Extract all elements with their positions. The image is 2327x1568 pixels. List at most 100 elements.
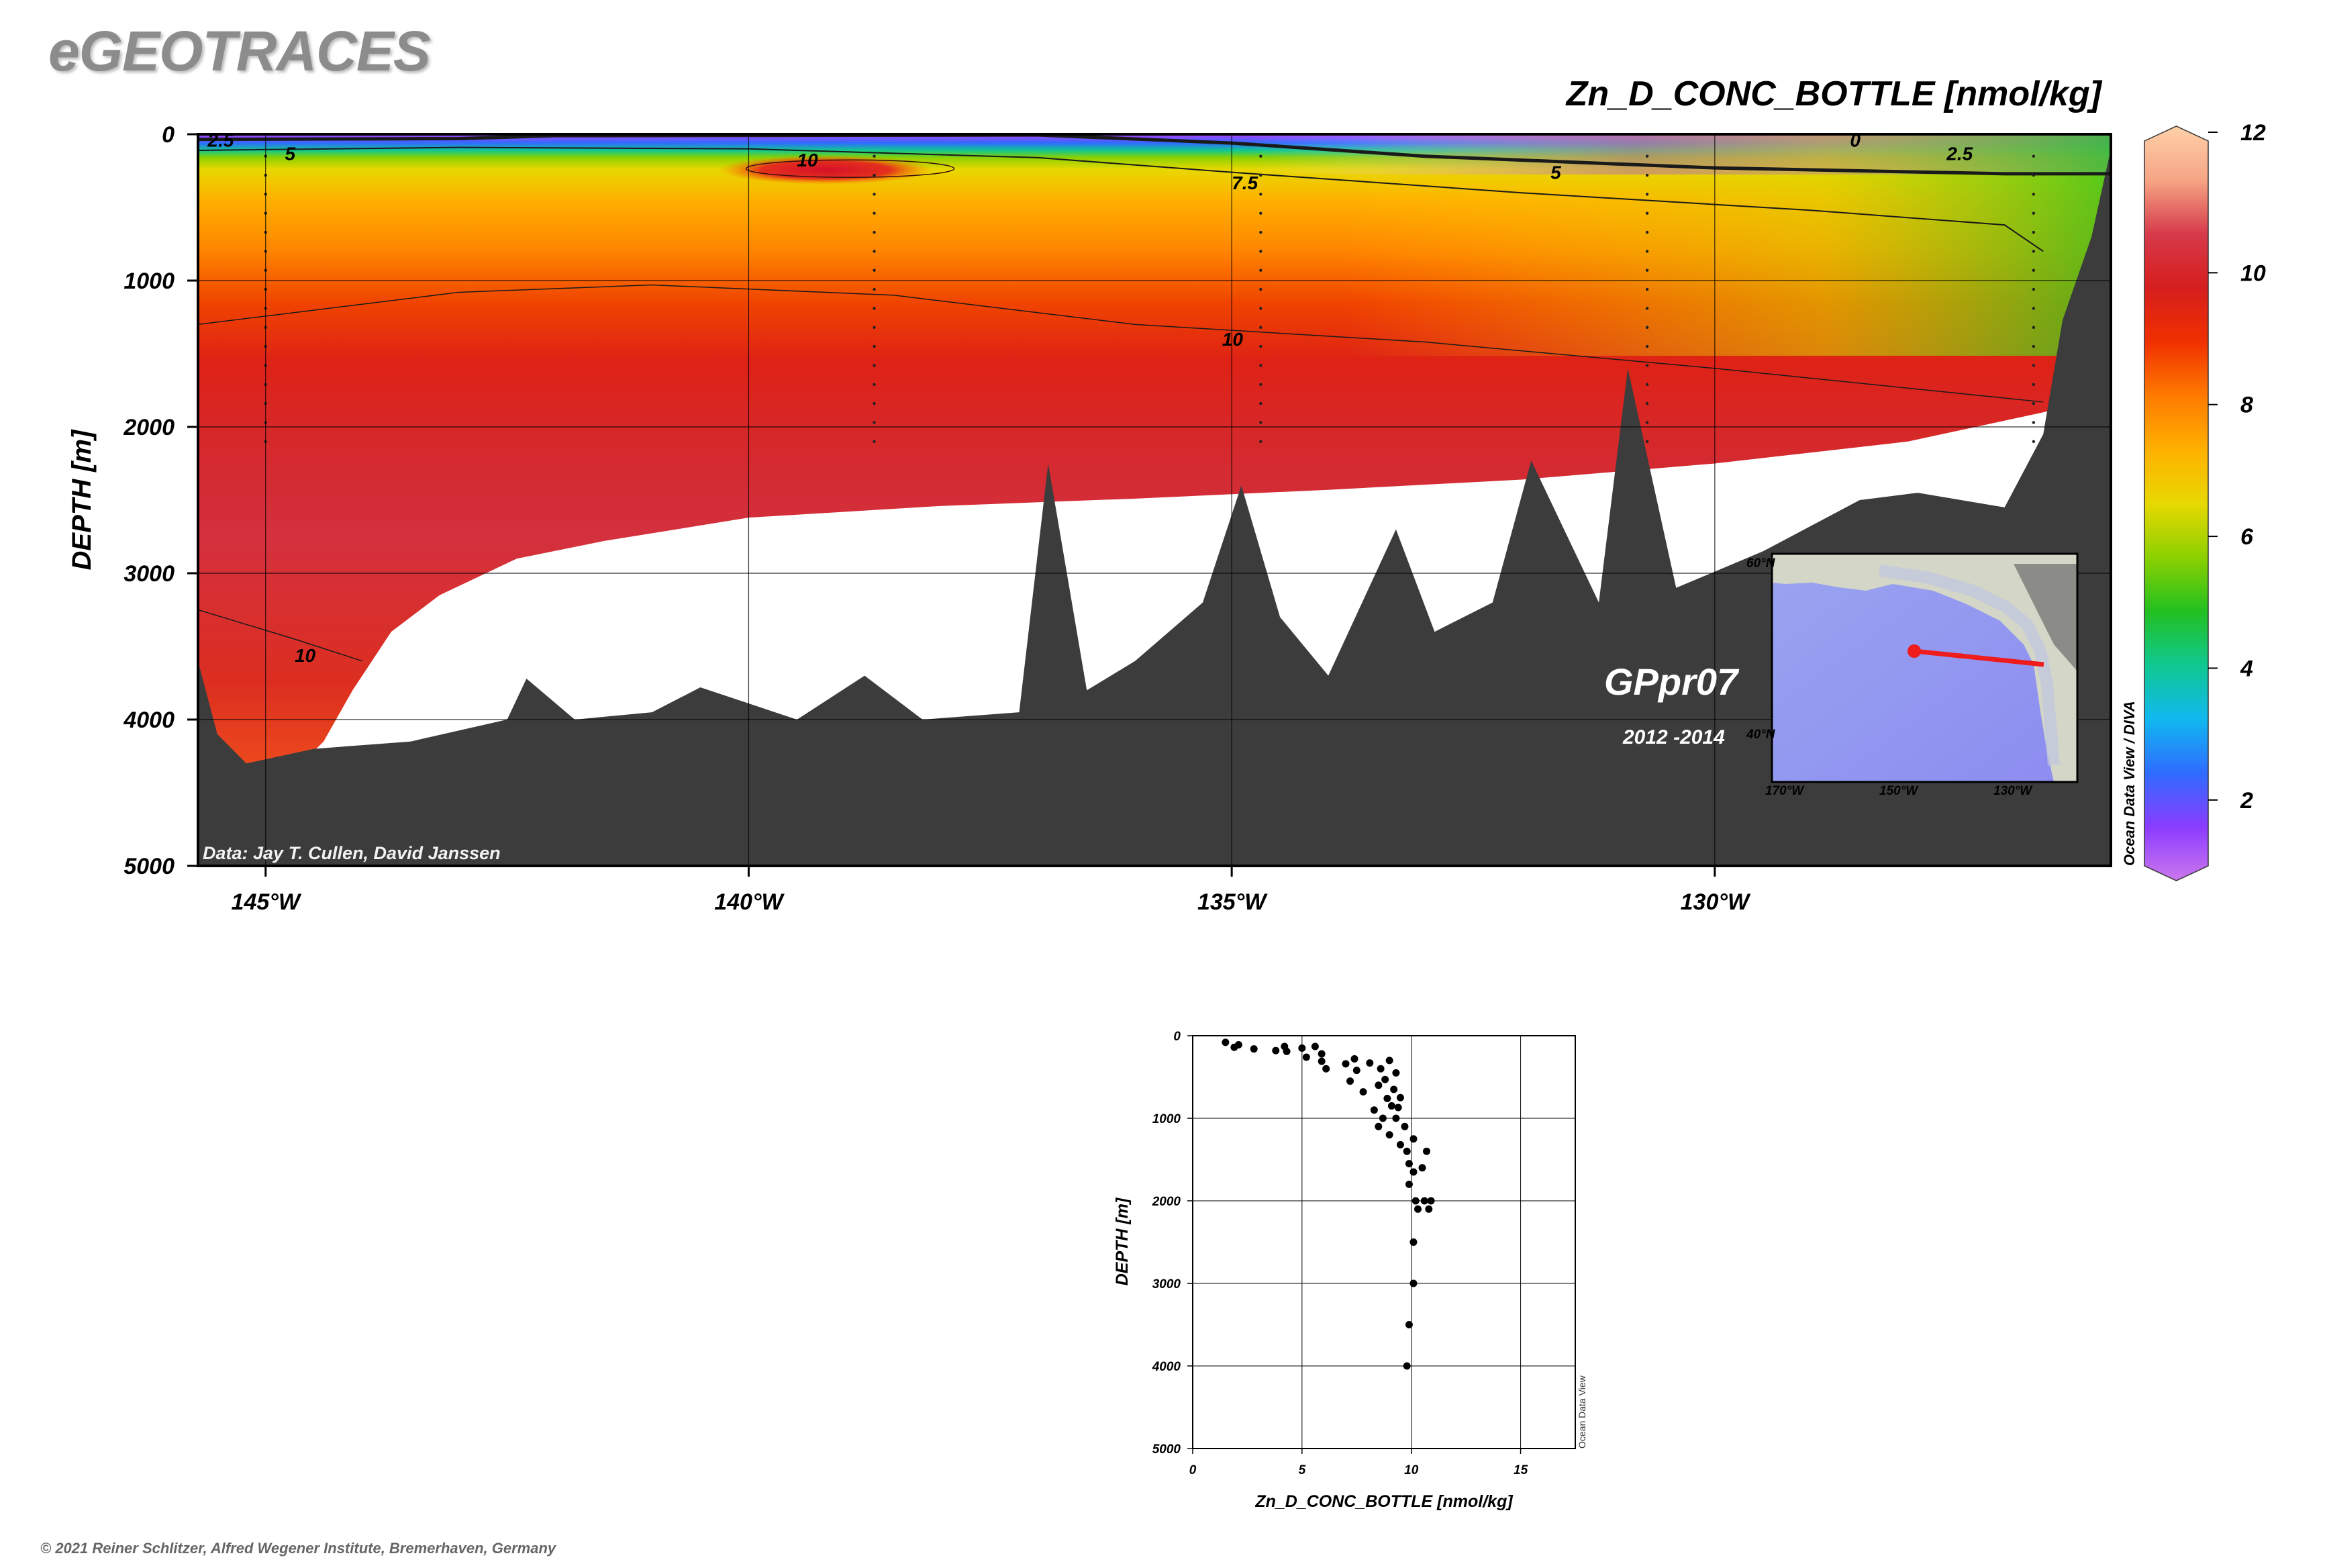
profile-data-point bbox=[1342, 1060, 1350, 1068]
contour-label: 10 bbox=[295, 645, 316, 666]
profile-data-point bbox=[1392, 1069, 1400, 1077]
station-dot bbox=[2032, 364, 2036, 367]
station-dot bbox=[873, 287, 876, 291]
station-dot bbox=[1645, 287, 1649, 291]
colorbar-tick-label: 12 bbox=[2240, 120, 2266, 146]
cruise-label: GPpr07 bbox=[1604, 660, 1740, 703]
odv-diva-credit: Ocean Data View / DIVA bbox=[2121, 701, 2138, 866]
profile-data-point bbox=[1403, 1362, 1411, 1370]
variable-title: Zn_D_CONC_BOTTLE [nmol/kg] bbox=[1566, 75, 2101, 113]
station-dot bbox=[1259, 383, 1262, 386]
profile-y-tick-label: 1000 bbox=[1152, 1112, 1181, 1126]
subsurface-maximum bbox=[718, 155, 933, 185]
station-dot bbox=[1259, 250, 1262, 253]
section-x-ticks: 145°W 140°W 135°W 130°W bbox=[232, 866, 1751, 915]
profile-data-point bbox=[1405, 1180, 1413, 1188]
station-dot bbox=[1259, 268, 1262, 272]
profile-data-point bbox=[1346, 1077, 1354, 1085]
profile-scatter-plot: 0 5 10 15 0 1000 2000 3000 4000 5000 DEPTH [m] Zn… bbox=[1113, 1030, 1587, 1511]
cruise-track-start bbox=[1908, 644, 1921, 658]
lat-label-60n: 60°N bbox=[1746, 556, 1776, 571]
station-dot bbox=[2032, 154, 2036, 158]
contour-label: 10 bbox=[1222, 329, 1244, 350]
profile-data-point bbox=[1390, 1085, 1398, 1093]
station-dot bbox=[1259, 401, 1262, 405]
contour-label: 2.5 bbox=[207, 130, 234, 151]
station-dot bbox=[1645, 440, 1649, 443]
profile-grid: 0 5 10 15 0 1000 2000 3000 4000 5000 bbox=[1152, 1030, 1575, 1477]
lon-label-130w: 130°W bbox=[1993, 784, 2033, 798]
station-dot bbox=[1645, 268, 1649, 272]
profile-x-tick-label: 5 bbox=[1299, 1463, 1306, 1477]
profile-data-point bbox=[1409, 1238, 1418, 1246]
lon-label-170w: 170°W bbox=[1765, 784, 1805, 798]
station-dot bbox=[2032, 250, 2036, 253]
station-dot bbox=[1645, 383, 1649, 386]
colorbar-ticks: 2 4 6 8 10 12 bbox=[2208, 120, 2266, 814]
profile-data-point bbox=[1377, 1065, 1385, 1073]
profile-data-point bbox=[1359, 1088, 1367, 1096]
station-dot bbox=[1645, 230, 1649, 234]
profile-y-tick-label: 5000 bbox=[1152, 1442, 1181, 1457]
station-dot bbox=[1259, 154, 1262, 158]
profile-data-point bbox=[1427, 1197, 1435, 1205]
station-dot bbox=[1259, 230, 1262, 234]
profile-data-point bbox=[1370, 1106, 1378, 1114]
y-tick-label: 1000 bbox=[123, 268, 175, 294]
profile-data-point bbox=[1318, 1050, 1326, 1058]
station-dot bbox=[2032, 401, 2036, 405]
station-dot bbox=[1645, 401, 1649, 405]
profile-data-point bbox=[1409, 1168, 1418, 1176]
profile-y-tick-label: 2000 bbox=[1152, 1195, 1181, 1209]
station-dot bbox=[873, 344, 876, 348]
contour-labels: 2.5 5 10 7.5 5 0 2.5 10 10 bbox=[207, 130, 1973, 666]
station-dot bbox=[1259, 173, 1262, 177]
station-dot bbox=[2032, 287, 2036, 291]
colorbar-tick-label: 10 bbox=[2240, 260, 2266, 286]
station-dot bbox=[2032, 421, 2036, 424]
station-dot bbox=[873, 421, 876, 424]
x-tick-label: 145°W bbox=[232, 889, 302, 915]
station-dot bbox=[1645, 344, 1649, 348]
profile-x-axis-label: Zn_D_CONC_BOTTLE [nmol/kg] bbox=[1254, 1492, 1514, 1511]
profile-data-point bbox=[1385, 1131, 1393, 1139]
station-dot bbox=[2032, 211, 2036, 215]
cruise-track bbox=[1914, 648, 2044, 667]
station-dot bbox=[873, 193, 876, 196]
station-dot bbox=[1645, 421, 1649, 424]
station-dot bbox=[873, 250, 876, 253]
section-y-ticks: 0 1000 2000 3000 4000 5000 bbox=[123, 122, 198, 879]
station-dot bbox=[1645, 193, 1649, 196]
profile-data-point bbox=[1405, 1160, 1413, 1168]
profile-y-axis-label: DEPTH [m] bbox=[1113, 1197, 1132, 1285]
profile-data-point bbox=[1379, 1114, 1387, 1122]
profile-data-point bbox=[1383, 1094, 1391, 1102]
contour-line bbox=[198, 609, 362, 662]
inset-map-frame bbox=[1771, 552, 2079, 783]
profile-data-point bbox=[1350, 1055, 1358, 1063]
app-logo: eGEOTRACES bbox=[48, 19, 431, 83]
profile-data-point bbox=[1394, 1104, 1402, 1112]
profile-data-point bbox=[1392, 1114, 1400, 1122]
station-dot bbox=[873, 383, 876, 386]
profile-data-point bbox=[1234, 1041, 1242, 1049]
profile-data-point bbox=[1311, 1042, 1319, 1050]
section-y-axis-label: DEPTH [m] bbox=[67, 429, 97, 571]
contour-line bbox=[198, 284, 2044, 403]
station-dot bbox=[1645, 250, 1649, 253]
x-tick-label: 135°W bbox=[1197, 889, 1268, 915]
station-dot bbox=[1645, 211, 1649, 215]
station-dot bbox=[1645, 173, 1649, 177]
station-dot bbox=[873, 401, 876, 405]
station-dot bbox=[2032, 193, 2036, 196]
section-plot: 0 1000 2000 3000 4000 5000 145°W 140°W 135°W 130… bbox=[67, 122, 2138, 915]
profile-data-point bbox=[1414, 1205, 1422, 1213]
colorbar-body bbox=[2144, 126, 2209, 881]
contour-label: 5 bbox=[1550, 162, 1561, 183]
profile-y-tick-label: 0 bbox=[1173, 1030, 1181, 1044]
station-dot bbox=[873, 440, 876, 443]
inset-map-mountains bbox=[2014, 564, 2077, 671]
y-tick-label: 2000 bbox=[123, 415, 175, 440]
profile-y-tick-label: 3000 bbox=[1152, 1277, 1181, 1291]
